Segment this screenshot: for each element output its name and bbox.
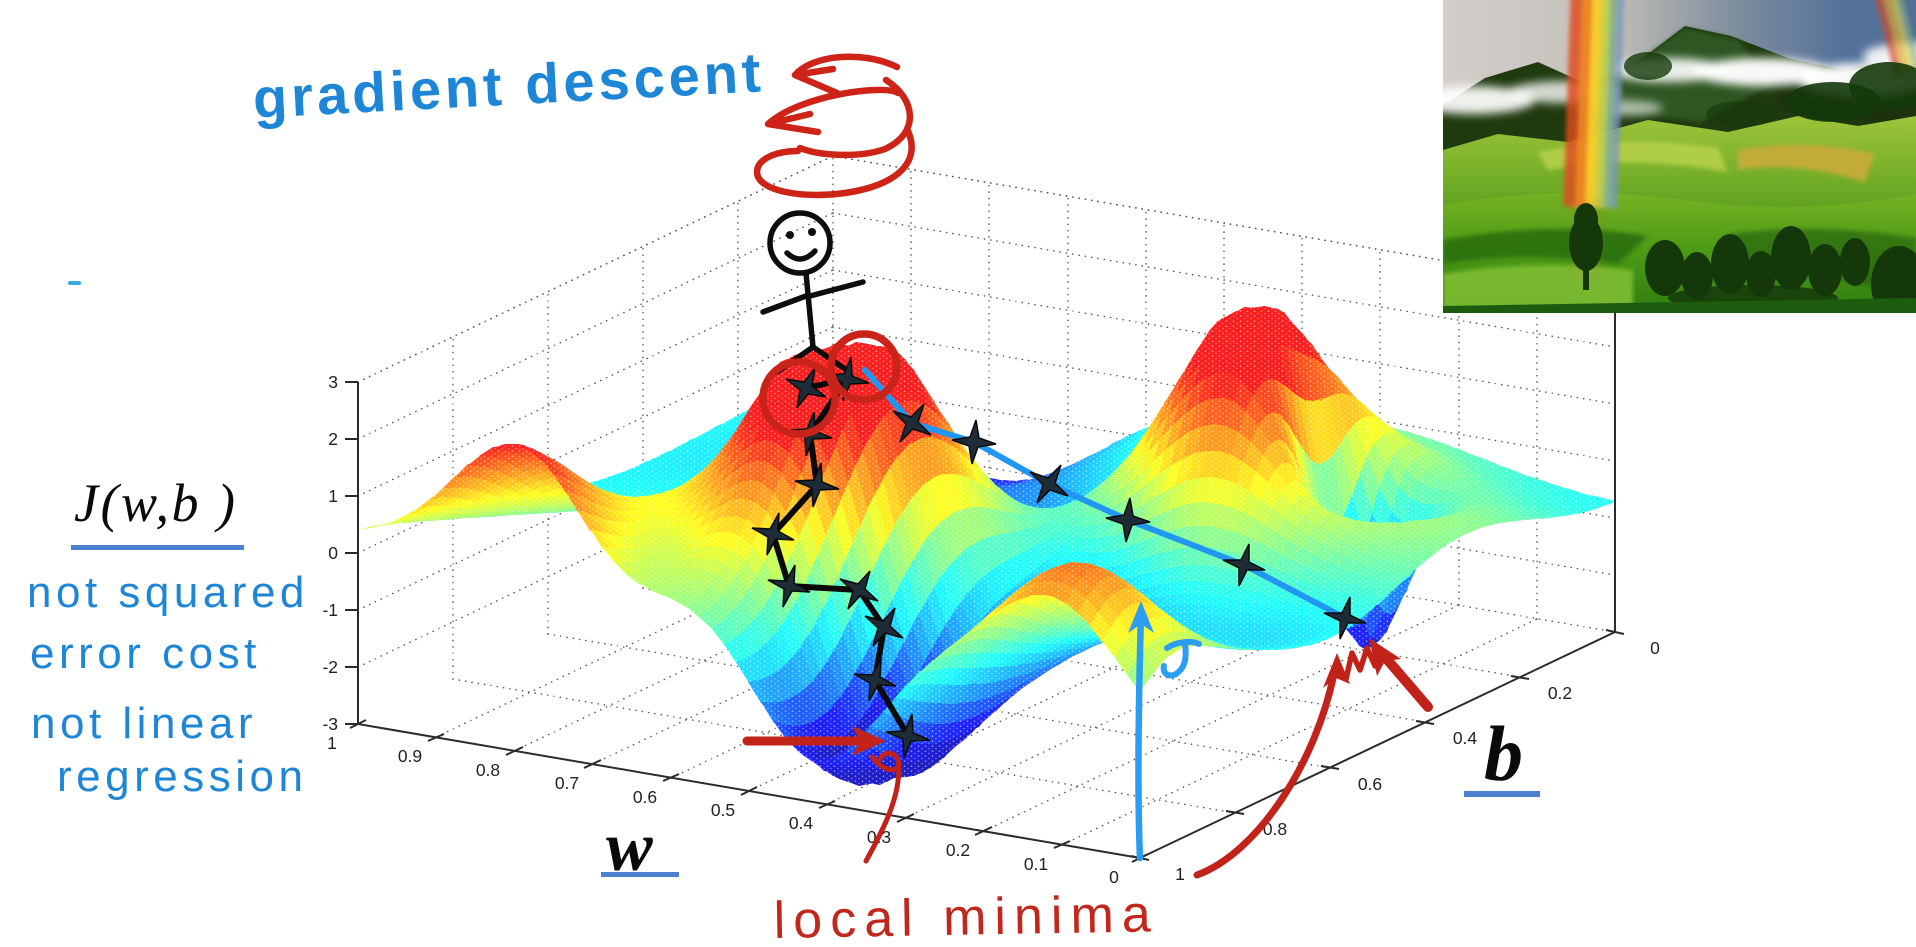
svg-text:2: 2	[328, 429, 338, 449]
svg-text:0.2: 0.2	[946, 840, 970, 860]
svg-text:1: 1	[328, 486, 338, 506]
svg-text:0.6: 0.6	[633, 787, 657, 807]
svg-text:0.2: 0.2	[1548, 683, 1572, 703]
svg-text:0.4: 0.4	[789, 813, 814, 833]
svg-text:0.6: 0.6	[1358, 774, 1382, 794]
svg-text:1: 1	[327, 733, 337, 753]
svg-text:1: 1	[1175, 864, 1185, 884]
svg-text:0: 0	[328, 543, 338, 563]
svg-text:0.5: 0.5	[711, 800, 735, 820]
svg-text:b: b	[1484, 710, 1523, 797]
svg-text:3: 3	[328, 372, 338, 392]
svg-text:-2: -2	[322, 657, 338, 677]
svg-text:0.7: 0.7	[555, 773, 579, 793]
svg-text:0.4: 0.4	[1453, 728, 1478, 748]
svg-text:not linear: not linear	[31, 699, 257, 748]
svg-text:0.9: 0.9	[398, 746, 422, 766]
svg-text:0.8: 0.8	[476, 760, 500, 780]
svg-text:0.8: 0.8	[1263, 819, 1287, 839]
svg-text:regression: regression	[57, 752, 307, 801]
svg-text:-1: -1	[322, 600, 338, 620]
svg-text:local minima: local minima	[773, 885, 1159, 947]
svg-text:error cost: error cost	[30, 629, 261, 678]
svg-text:0: 0	[1109, 867, 1119, 887]
svg-text:0.1: 0.1	[1024, 854, 1048, 874]
svg-text:J(w,b ): J(w,b )	[74, 473, 237, 533]
svg-text:0: 0	[1650, 638, 1660, 658]
svg-text:-3: -3	[322, 714, 338, 734]
svg-text:not squared: not squared	[27, 568, 309, 617]
